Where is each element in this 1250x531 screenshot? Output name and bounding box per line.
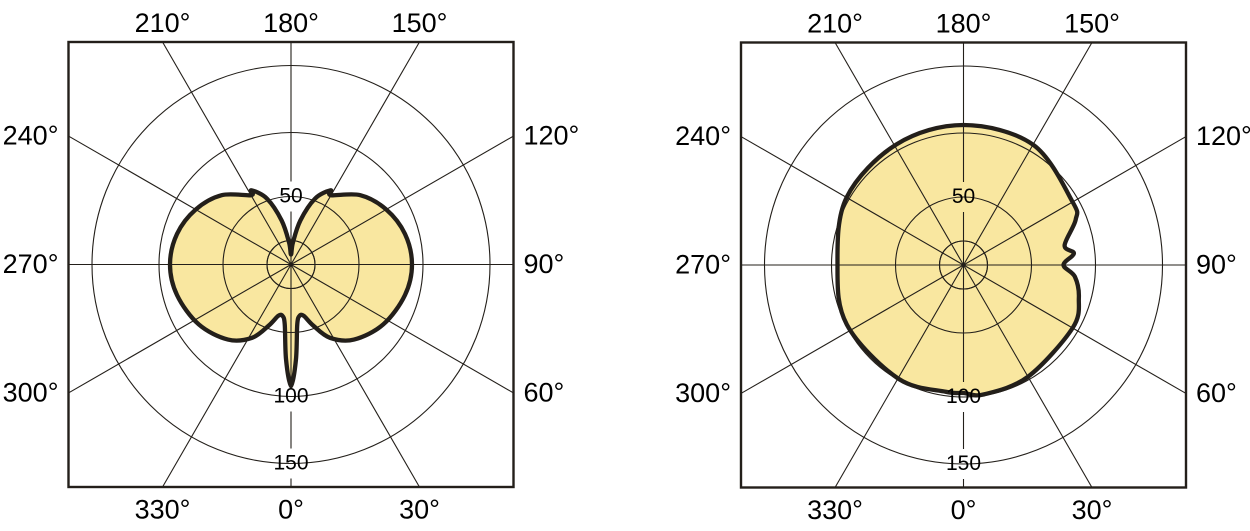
svg-text:30°: 30° xyxy=(1072,495,1113,525)
svg-text:60°: 60° xyxy=(1196,378,1237,408)
svg-text:120°: 120° xyxy=(1196,121,1250,151)
svg-text:150: 150 xyxy=(273,452,308,475)
svg-text:300°: 300° xyxy=(3,378,59,408)
svg-text:240°: 240° xyxy=(3,121,59,151)
svg-text:60°: 60° xyxy=(524,378,565,408)
svg-text:150°: 150° xyxy=(1064,9,1120,39)
svg-text:30°: 30° xyxy=(399,495,440,525)
svg-text:90°: 90° xyxy=(524,249,565,279)
svg-text:300°: 300° xyxy=(675,378,731,408)
svg-text:150°: 150° xyxy=(392,8,448,38)
svg-text:270°: 270° xyxy=(675,250,731,280)
svg-text:330°: 330° xyxy=(135,495,191,525)
svg-text:210°: 210° xyxy=(135,8,191,38)
svg-text:100: 100 xyxy=(946,385,981,408)
svg-text:240°: 240° xyxy=(675,121,731,151)
svg-text:90°: 90° xyxy=(1196,250,1237,280)
svg-text:180°: 180° xyxy=(936,9,992,39)
svg-text:330°: 330° xyxy=(807,495,863,525)
svg-text:0°: 0° xyxy=(278,495,304,525)
svg-text:100: 100 xyxy=(273,385,308,408)
svg-text:120°: 120° xyxy=(524,121,580,151)
svg-text:50: 50 xyxy=(952,185,975,208)
svg-text:210°: 210° xyxy=(807,9,863,39)
svg-text:150: 150 xyxy=(946,452,981,475)
svg-text:0°: 0° xyxy=(951,495,977,525)
svg-text:270°: 270° xyxy=(3,249,59,279)
svg-text:50: 50 xyxy=(279,185,302,208)
svg-text:180°: 180° xyxy=(263,8,319,38)
